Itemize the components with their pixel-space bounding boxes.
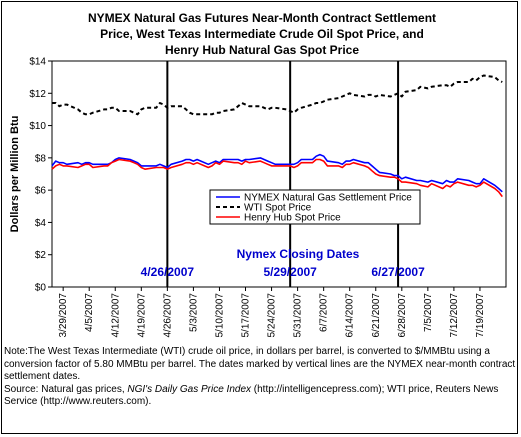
legend-label: WTI Spot Price	[244, 203, 312, 214]
x-tick-label: 7/12/2007	[449, 293, 460, 338]
y-axis-label: Dollars per Million Btu	[9, 116, 21, 233]
legend-box	[209, 189, 421, 225]
series-line	[51, 153, 503, 193]
marker-date-label: 4/26/2007	[141, 265, 195, 279]
source-italic: NGI's Daily Gas Price Index	[127, 383, 252, 395]
x-tick-label: 5/10/2007	[214, 293, 225, 338]
source-text: Source: Natural gas prices, NGI's Daily …	[4, 384, 516, 409]
legend-label: NYMEX Natural Gas Settlement Price	[244, 193, 412, 204]
x-tick-label: 6/21/2007	[371, 293, 382, 338]
x-tick-label: 3/29/2007	[58, 293, 69, 338]
x-tick-label: 6/7/2007	[319, 293, 330, 332]
marker-caption: Nymex Closing Dates	[237, 247, 360, 261]
y-tick-label: $12	[29, 89, 46, 100]
x-tick-label: 5/31/2007	[293, 293, 304, 338]
y-tick-label: $2	[35, 250, 47, 261]
title-line-2: Price, West Texas Intermediate Crude Oil…	[100, 27, 424, 41]
x-tick-label: 7/19/2007	[475, 293, 486, 338]
x-tick-label: 5/17/2007	[241, 293, 252, 338]
chart-note: Note:The West Texas Intermediate (WTI) c…	[4, 346, 516, 409]
x-tick-label: 4/26/2007	[162, 293, 173, 338]
note-text: Note:The West Texas Intermediate (WTI) c…	[4, 346, 516, 382]
x-tick-label: 5/24/2007	[267, 293, 278, 338]
x-tick-label: 6/28/2007	[397, 293, 408, 338]
y-tick-label: $10	[29, 121, 46, 132]
chart-title: NYMEX Natural Gas Futures Near-Month Con…	[62, 10, 462, 58]
x-tick-label: 6/14/2007	[345, 293, 356, 338]
series-line	[51, 158, 503, 198]
y-tick-label: $6	[35, 186, 47, 197]
title-line-1: NYMEX Natural Gas Futures Near-Month Con…	[87, 11, 437, 25]
y-tick-label: $8	[35, 153, 47, 164]
x-tick-label: 4/19/2007	[136, 293, 147, 338]
x-tick-label: 5/3/2007	[188, 293, 199, 332]
y-tick-label: $14	[29, 57, 46, 68]
x-tick-label: 4/5/2007	[84, 293, 95, 332]
x-tick-label: 7/5/2007	[423, 293, 434, 332]
marker-date-label: 6/27/2007	[371, 265, 425, 279]
title-line-3: Henry Hub Natural Gas Spot Price	[164, 43, 360, 57]
y-tick-label: $4	[35, 218, 47, 229]
series-line	[52, 74, 503, 116]
source-suffix: (http://intelligencepress.com); WTI pric…	[4, 383, 499, 408]
x-tick-label: 4/12/2007	[110, 293, 121, 338]
marker-date-label: 5/29/2007	[263, 265, 317, 279]
source-prefix: Source: Natural gas prices,	[4, 383, 128, 395]
plot-area	[51, 60, 507, 288]
y-tick-label: $0	[35, 283, 47, 294]
legend-label: Henry Hub Spot Price	[244, 213, 341, 224]
